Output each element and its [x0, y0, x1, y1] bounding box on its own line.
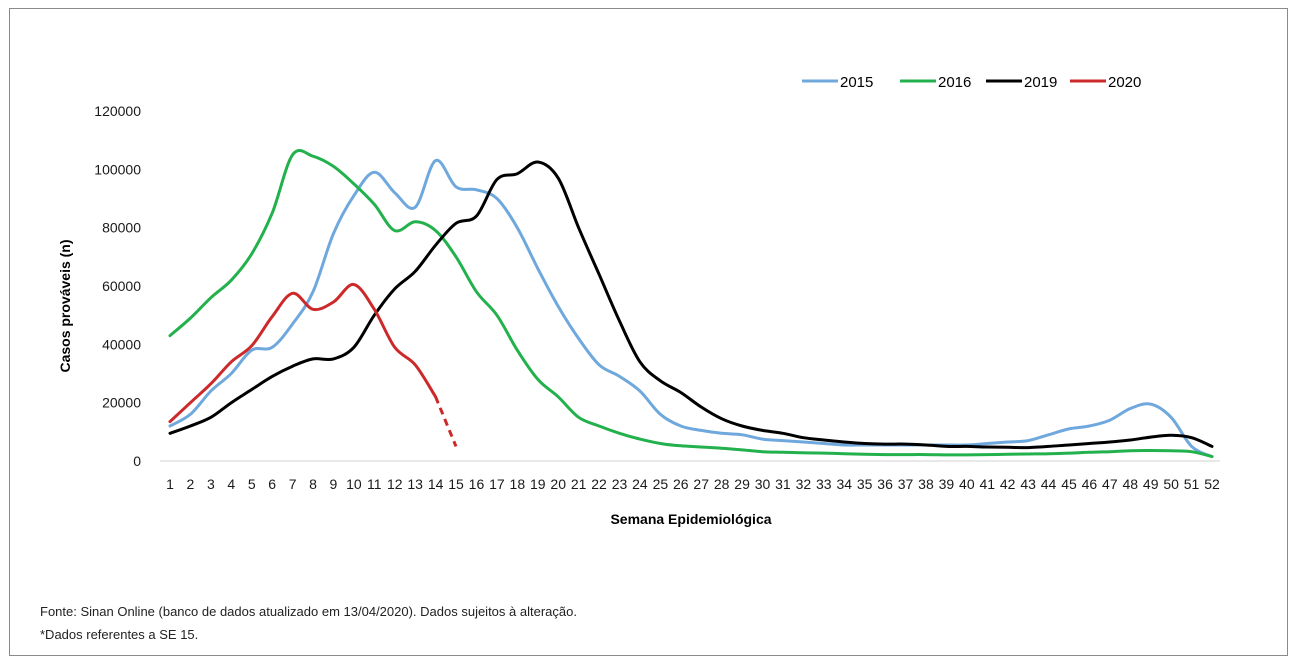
x-tick-label: 16: [469, 476, 485, 492]
x-tick-label: 42: [1000, 476, 1016, 492]
x-tick-label: 27: [693, 476, 709, 492]
x-axis-ticks: 1 2 3 4 5 6 7 8 9 10 11 12 13 14 15 16 17 18 19 20 21 22 23 24 2…: [166, 476, 1220, 492]
x-tick-label: 17: [489, 476, 505, 492]
y-tick-label: 0: [133, 453, 141, 469]
x-tick-label: 22: [591, 476, 607, 492]
y-tick-label: 120000: [94, 103, 141, 119]
series-2015-line: [168, 159, 1214, 459]
legend-label: 2019: [1024, 74, 1057, 91]
chart-frame: [9, 8, 1288, 656]
x-tick-label: 50: [1163, 476, 1179, 492]
x-tick-label: 12: [387, 476, 403, 492]
x-tick-label: 48: [1122, 476, 1138, 492]
x-tick-label: 33: [816, 476, 832, 492]
x-tick-label: 38: [918, 476, 934, 492]
x-tick-label: 1: [166, 476, 174, 492]
x-tick-label: 14: [428, 476, 444, 492]
x-tick-label: 36: [877, 476, 893, 492]
series-group: [168, 149, 1214, 459]
legend-label: 2015: [840, 74, 873, 91]
x-tick-label: 19: [530, 476, 546, 492]
x-tick-label: 25: [653, 476, 669, 492]
x-tick-label: 32: [796, 476, 812, 492]
x-tick-label: 8: [309, 476, 317, 492]
x-tick-label: 21: [571, 476, 587, 492]
y-tick-label: 100000: [94, 161, 141, 177]
series-2020-dashed-line: [434, 396, 458, 447]
x-tick-label: 24: [632, 476, 648, 492]
x-tick-label: 39: [939, 476, 955, 492]
x-tick-label: 7: [289, 476, 297, 492]
x-tick-label: 4: [227, 476, 235, 492]
x-tick-label: 15: [448, 476, 464, 492]
x-tick-label: 6: [268, 476, 276, 492]
x-tick-label: 29: [734, 476, 750, 492]
x-tick-label: 2: [187, 476, 195, 492]
x-tick-label: 11: [367, 476, 382, 492]
x-tick-label: 46: [1082, 476, 1098, 492]
x-tick-label: 13: [407, 476, 423, 492]
series-2019-line: [168, 160, 1214, 450]
x-tick-label: 23: [612, 476, 628, 492]
x-tick-label: 52: [1204, 476, 1220, 492]
x-tick-label: 30: [755, 476, 771, 492]
x-tick-label: 18: [510, 476, 526, 492]
x-tick-label: 45: [1061, 476, 1077, 492]
y-tick-label: 40000: [102, 336, 141, 352]
x-tick-label: 49: [1143, 476, 1159, 492]
y-tick-label: 60000: [102, 278, 141, 294]
x-tick-label: 9: [330, 476, 338, 492]
y-tick-label: 80000: [102, 220, 141, 236]
x-tick-label: 44: [1041, 476, 1057, 492]
x-tick-label: 28: [714, 476, 730, 492]
x-tick-label: 47: [1102, 476, 1118, 492]
x-tick-label: 34: [836, 476, 852, 492]
x-tick-label: 35: [857, 476, 873, 492]
x-tick-label: 31: [775, 476, 791, 492]
x-tick-label: 51: [1184, 476, 1200, 492]
x-tick-label: 37: [898, 476, 914, 492]
series-2016-line: [168, 149, 1214, 459]
source-footnote: Fonte: Sinan Online (banco de dados atua…: [40, 604, 577, 619]
x-tick-label: 26: [673, 476, 689, 492]
y-axis-ticks: 0 20000 40000 60000 80000 100000 120000: [94, 103, 141, 469]
legend-label: 2016: [938, 74, 971, 91]
x-tick-label: 3: [207, 476, 215, 492]
x-tick-label: 10: [346, 476, 362, 492]
x-tick-label: 20: [550, 476, 566, 492]
x-tick-label: 43: [1020, 476, 1036, 492]
legend: 2015 2016 2019 2020: [802, 74, 1141, 91]
y-axis-title: Casos prováveis (n): [57, 239, 73, 372]
x-tick-label: 40: [959, 476, 975, 492]
data-note-footnote: *Dados referentes a SE 15.: [40, 627, 199, 642]
legend-label: 2020: [1108, 74, 1141, 91]
x-tick-label: 5: [248, 476, 256, 492]
x-tick-label: 41: [979, 476, 995, 492]
series-2020-line: [168, 283, 438, 424]
x-axis-title: Semana Epidemiológica: [610, 511, 771, 527]
y-tick-label: 20000: [102, 395, 141, 411]
